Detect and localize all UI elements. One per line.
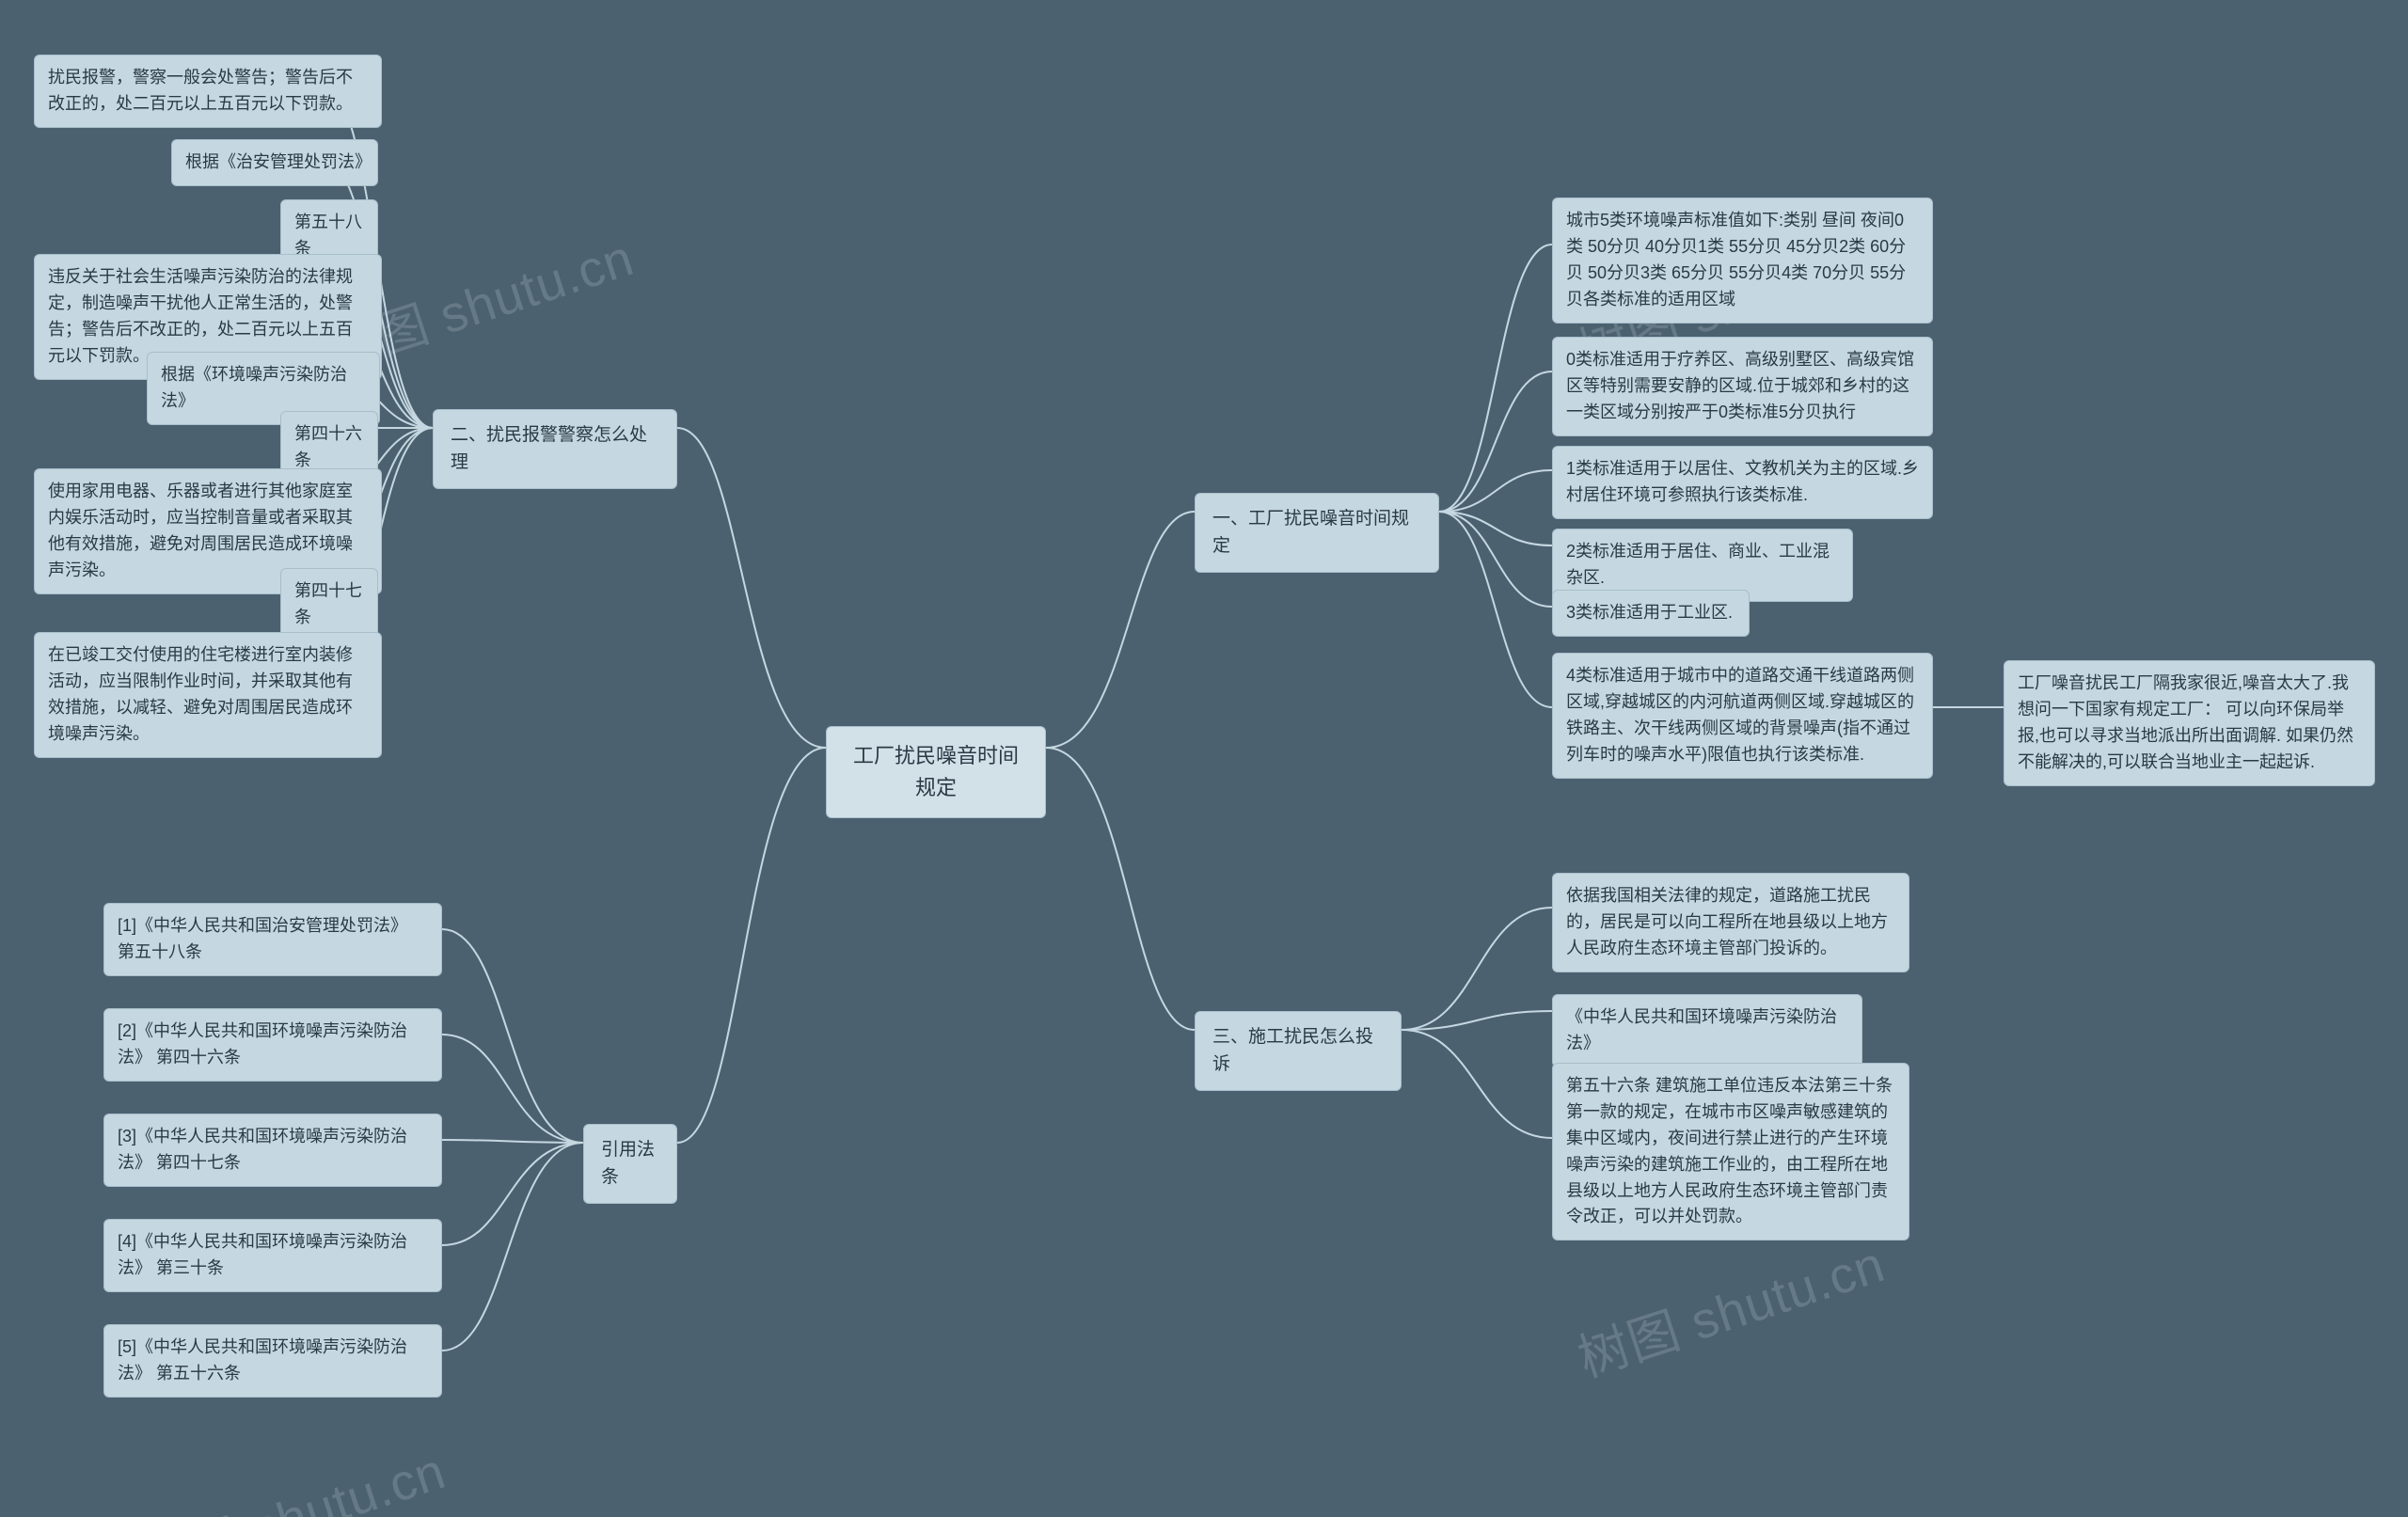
center-node: 工厂扰民噪音时间规定 — [826, 726, 1046, 818]
b4-leaf-0: [1]《中华人民共和国治安管理处罚法》 第五十八条 — [103, 903, 442, 976]
b2-leaf-0: 扰民报警，警察一般会处警告；警告后不改正的，处二百元以上五百元以下罚款。 — [34, 55, 382, 128]
branch-3: 三、施工扰民怎么投诉 — [1195, 1011, 1402, 1091]
branch-2: 二、扰民报警警察怎么处理 — [433, 409, 677, 489]
b2-leaf-8: 在已竣工交付使用的住宅楼进行室内装修活动，应当限制作业时间，并采取其他有效措施，… — [34, 632, 382, 758]
b4-leaf-3: [4]《中华人民共和国环境噪声污染防治法》 第三十条 — [103, 1219, 442, 1292]
b4-leaf-1: [2]《中华人民共和国环境噪声污染防治法》 第四十六条 — [103, 1008, 442, 1082]
watermark: 树图 shutu.cn — [1567, 1223, 1893, 1392]
b1-leaf-5-child: 工厂噪音扰民工厂隔我家很近,噪音太大了.我想问一下国家有规定工厂： 可以向环保局… — [2004, 660, 2375, 786]
b4-leaf-4: [5]《中华人民共和国环境噪声污染防治法》 第五十六条 — [103, 1324, 442, 1398]
b3-leaf-1: 《中华人民共和国环境噪声污染防治法》 — [1552, 994, 1862, 1067]
b1-leaf-0: 城市5类环境噪声标准值如下:类别 昼间 夜间0类 50分贝 40分贝1类 55分… — [1552, 198, 1933, 324]
b1-leaf-2: 1类标准适用于以居住、文教机关为主的区域.乡村居住环境可参照执行该类标准. — [1552, 446, 1933, 519]
b4-leaf-2: [3]《中华人民共和国环境噪声污染防治法》 第四十七条 — [103, 1114, 442, 1187]
watermark: 树图 shutu.cn — [128, 1430, 453, 1517]
b1-leaf-1: 0类标准适用于疗养区、高级别墅区、高级宾馆区等特别需要安静的区域.位于城郊和乡村… — [1552, 337, 1933, 436]
b1-leaf-4: 3类标准适用于工业区. — [1552, 590, 1750, 637]
b1-leaf-5: 4类标准适用于城市中的道路交通干线道路两侧区域,穿越城区的内河航道两侧区域.穿越… — [1552, 653, 1933, 779]
b3-leaf-2: 第五十六条 建筑施工单位违反本法第三十条第一款的规定，在城市市区噪声敏感建筑的集… — [1552, 1063, 1909, 1240]
b2-leaf-7: 第四十七条 — [280, 568, 378, 641]
branch-1: 一、工厂扰民噪音时间规定 — [1195, 493, 1439, 573]
b3-leaf-0: 依据我国相关法律的规定，道路施工扰民的，居民是可以向工程所在地县级以上地方人民政… — [1552, 873, 1909, 972]
b2-leaf-1: 根据《治安管理处罚法》 — [171, 139, 378, 186]
branch-4: 引用法条 — [583, 1124, 677, 1204]
